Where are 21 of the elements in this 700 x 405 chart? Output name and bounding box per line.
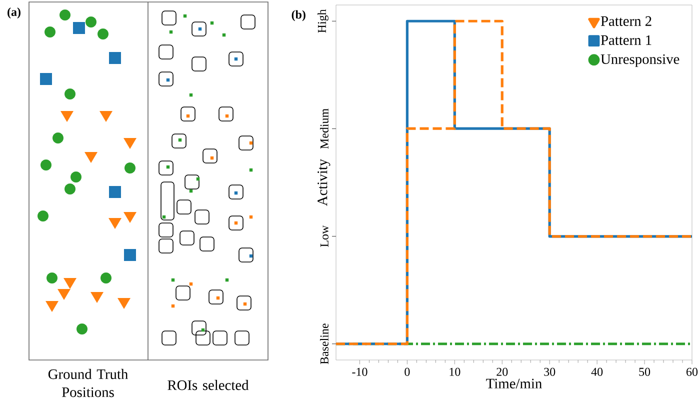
x-tick-label: 40 (591, 368, 603, 376)
x-tick-label: 60 (686, 368, 698, 376)
text: Low (320, 225, 328, 247)
x-tick-label: 0 (404, 368, 410, 376)
chart-title: (b) (292, 10, 306, 22)
x-axis-title: Time/min (486, 378, 542, 388)
text: Medium (320, 108, 328, 149)
legend-label: Pattern 2 (600, 16, 652, 26)
text: Ground Truth Positions (48, 368, 128, 398)
y-axis-title: Activity (318, 158, 330, 206)
x-tick-label: 10 (450, 368, 460, 376)
x-tick-label: 50 (639, 368, 650, 376)
legend-label: Pattern 1 (600, 35, 652, 45)
x-tick-label: 30 (544, 368, 556, 376)
text: ROIs selected (168, 380, 249, 390)
text: Baseline (320, 324, 328, 364)
text: High (318, 9, 328, 33)
text: (a) (8, 8, 20, 18)
x-tick-label: -10 (352, 368, 368, 376)
x-tick-label: 20 (496, 368, 508, 376)
legend-label: Unresponsive (600, 54, 680, 67)
